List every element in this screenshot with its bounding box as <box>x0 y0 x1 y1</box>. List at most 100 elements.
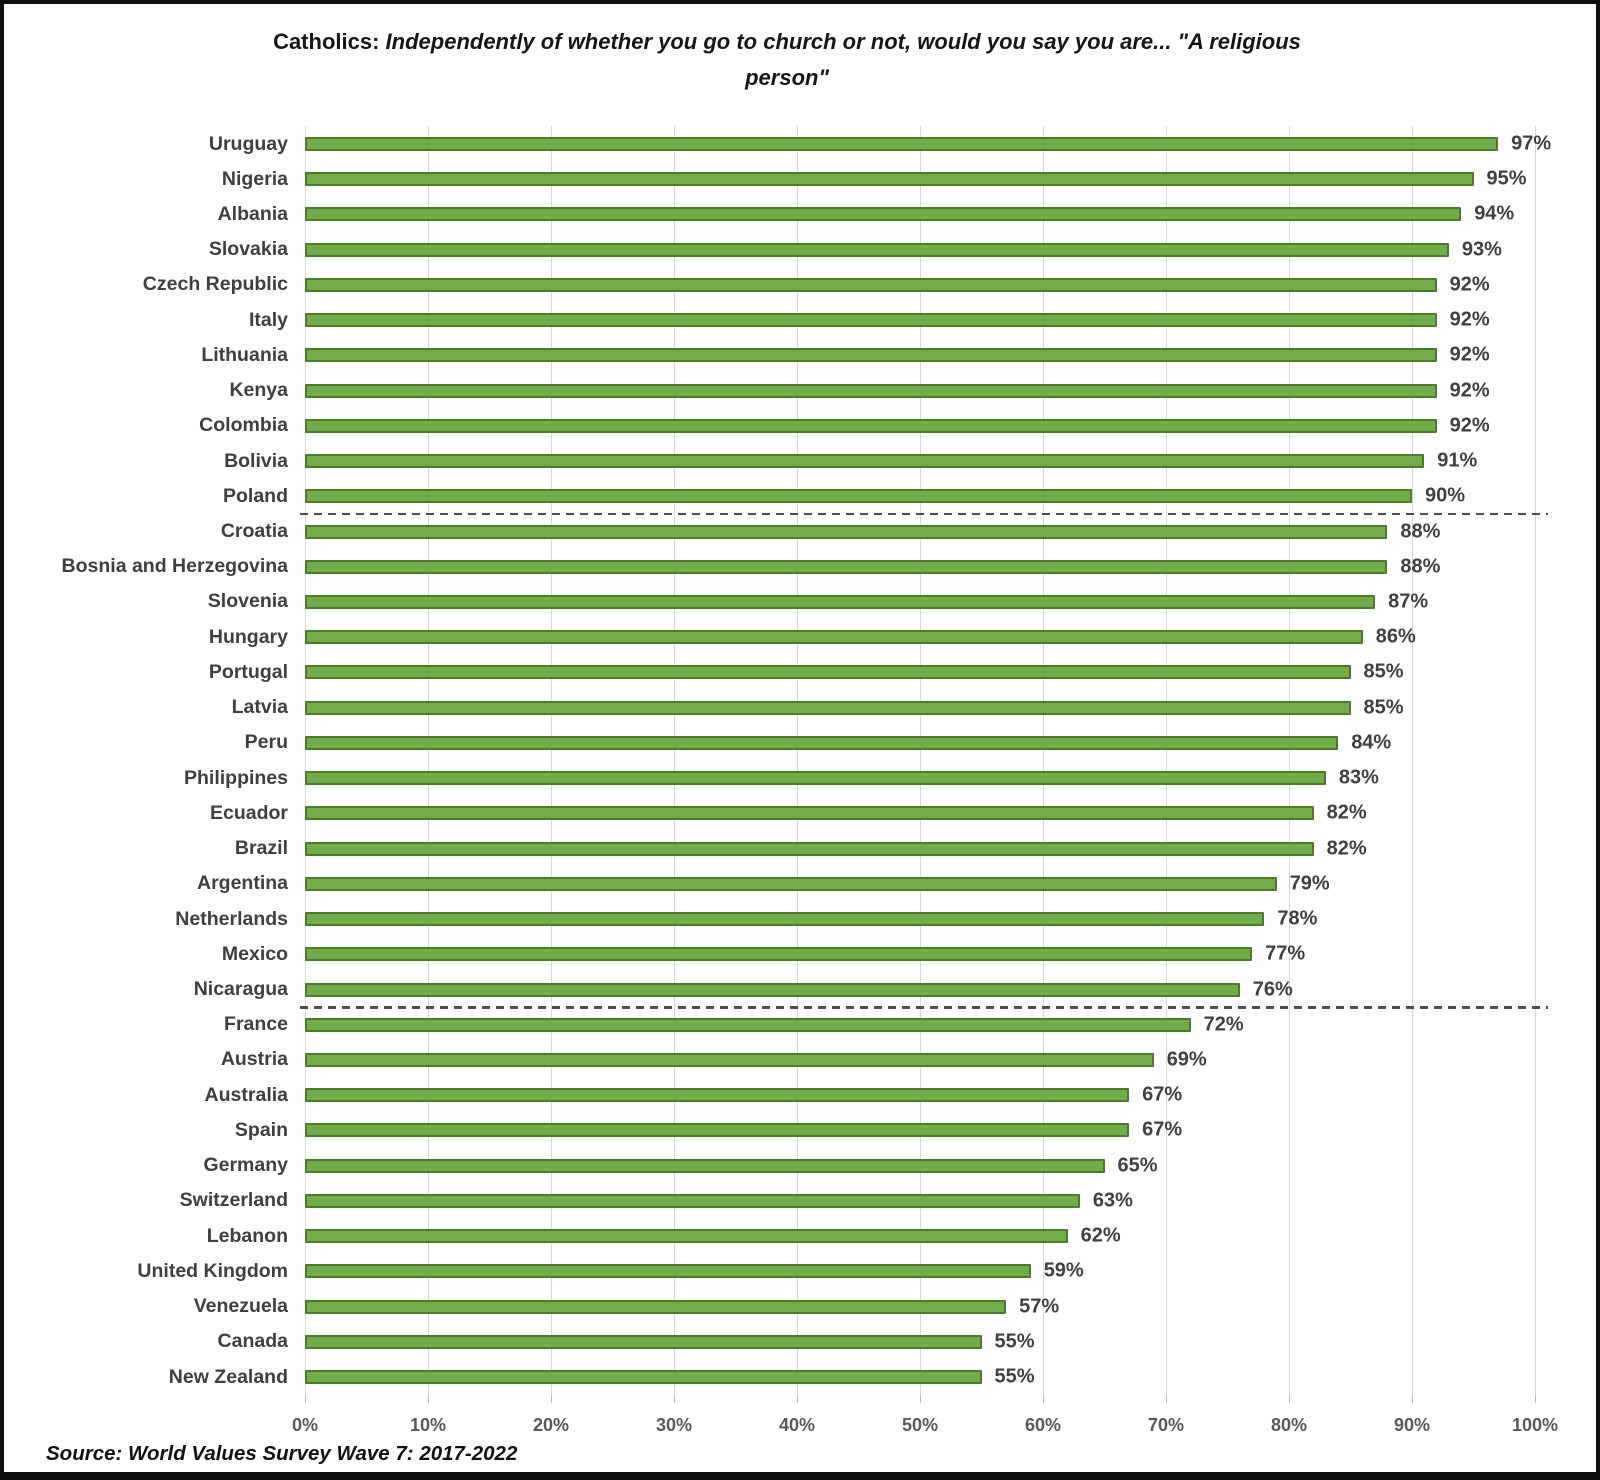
value-label: 95% <box>1486 167 1527 190</box>
value-label: 55% <box>994 1330 1035 1353</box>
bar <box>305 1158 1105 1173</box>
gridline <box>797 126 798 1395</box>
country-label: France <box>224 1013 288 1036</box>
bar <box>305 489 1412 504</box>
x-axis-tick-mark <box>797 1394 798 1403</box>
value-label: 72% <box>1203 1013 1244 1036</box>
bar-row: United Kingdom 59% <box>4 1254 1596 1289</box>
bar <box>305 418 1437 433</box>
bar-row: Ecuador 82% <box>4 796 1596 831</box>
country-label: Colombia <box>199 414 288 437</box>
x-axis-tick-mark <box>1535 1394 1536 1403</box>
bar <box>305 242 1449 257</box>
bar <box>305 700 1351 715</box>
x-axis-tick-label: 90% <box>1393 1414 1431 1435</box>
value-label: 62% <box>1080 1224 1121 1247</box>
bar-row: Brazil 82% <box>4 831 1596 866</box>
gridline <box>1166 126 1167 1395</box>
gridline <box>674 126 675 1395</box>
value-label: 69% <box>1166 1048 1207 1071</box>
country-label: Nicaragua <box>193 978 288 1001</box>
country-label: Lithuania <box>201 343 288 366</box>
x-axis-tick-mark <box>1043 1394 1044 1403</box>
bar <box>305 1370 982 1385</box>
bar <box>305 1088 1130 1103</box>
bar-row: Slovakia 93% <box>4 232 1596 267</box>
bar-row: Lithuania 92% <box>4 338 1596 373</box>
value-label: 57% <box>1019 1295 1060 1318</box>
country-label: Ecuador <box>209 801 288 824</box>
country-label: United Kingdom <box>137 1259 288 1282</box>
bar <box>305 1017 1191 1032</box>
bar-row: Albania 94% <box>4 197 1596 232</box>
title-line-2: person" <box>745 65 829 90</box>
bar-row: Poland 90% <box>4 479 1596 514</box>
country-label: Italy <box>248 308 288 331</box>
gridline <box>428 126 429 1395</box>
bar <box>305 665 1351 680</box>
bar <box>305 947 1253 962</box>
value-label: 85% <box>1363 696 1404 719</box>
bar <box>305 524 1388 539</box>
bar-row: Croatia 88% <box>4 514 1596 549</box>
title-question: Independently of whether you go to churc… <box>385 29 1301 54</box>
value-label: 67% <box>1142 1083 1183 1106</box>
bar <box>305 806 1314 821</box>
bar <box>305 735 1339 750</box>
bar <box>305 1193 1080 1208</box>
value-label: 94% <box>1474 202 1515 225</box>
bar <box>305 172 1474 187</box>
bar <box>305 876 1277 891</box>
value-label: 90% <box>1425 484 1466 507</box>
value-label: 92% <box>1449 308 1490 331</box>
value-label: 85% <box>1363 660 1404 683</box>
gridline <box>551 126 552 1395</box>
x-axis-tick-label: 70% <box>1147 1414 1185 1435</box>
bar <box>305 559 1388 574</box>
x-axis-tick-mark <box>1412 1394 1413 1403</box>
value-label: 87% <box>1388 590 1429 613</box>
bar-row: Nicaragua 76% <box>4 972 1596 1007</box>
country-label: Canada <box>217 1330 288 1353</box>
value-label: 92% <box>1449 379 1490 402</box>
value-label: 59% <box>1043 1259 1084 1282</box>
bar-row: Canada 55% <box>4 1324 1596 1359</box>
country-label: Hungary <box>208 625 288 648</box>
value-label: 86% <box>1375 625 1416 648</box>
separator-line <box>300 512 1548 516</box>
value-label: 67% <box>1142 1118 1183 1141</box>
bar <box>305 277 1437 292</box>
country-label: New Zealand <box>168 1365 288 1388</box>
plot-area: 0% 10% 20% 30% 40% 50% 60% 70% 80% 90% 100% Uruguay… <box>4 4 1596 1472</box>
value-label: 92% <box>1449 414 1490 437</box>
title-line-1: Catholics: Independently of whether you … <box>4 24 1570 60</box>
value-label: 93% <box>1461 238 1502 261</box>
bar-row: Germany 65% <box>4 1148 1596 1183</box>
bar-row: Uruguay 97% <box>4 126 1596 161</box>
bar <box>305 1229 1068 1244</box>
bar-row: Australia 67% <box>4 1078 1596 1113</box>
x-axis-tick-label: 30% <box>655 1414 693 1435</box>
value-label: 78% <box>1277 907 1318 930</box>
value-label: 65% <box>1117 1154 1158 1177</box>
country-label: Bolivia <box>224 449 288 472</box>
country-label: Lebanon <box>206 1224 288 1247</box>
country-label: Portugal <box>208 660 288 683</box>
x-axis-tick-mark <box>1289 1394 1290 1403</box>
bar <box>305 594 1376 609</box>
separator-line <box>300 1006 1548 1009</box>
value-label: 63% <box>1092 1189 1133 1212</box>
x-axis-tick-label: 0% <box>291 1414 318 1435</box>
country-label: Croatia <box>220 520 288 543</box>
x-axis-tick-label: 80% <box>1270 1414 1308 1435</box>
x-axis-tick-mark <box>674 1394 675 1403</box>
country-label: Kenya <box>229 379 288 402</box>
country-label: Nigeria <box>221 167 288 190</box>
country-label: Latvia <box>231 696 288 719</box>
value-label: 79% <box>1289 872 1330 895</box>
value-label: 92% <box>1449 273 1490 296</box>
chart-title: Catholics: Independently of whether you … <box>4 24 1570 96</box>
bar <box>305 982 1240 997</box>
bar-row: Nigeria 95% <box>4 162 1596 197</box>
bar <box>305 1299 1007 1314</box>
